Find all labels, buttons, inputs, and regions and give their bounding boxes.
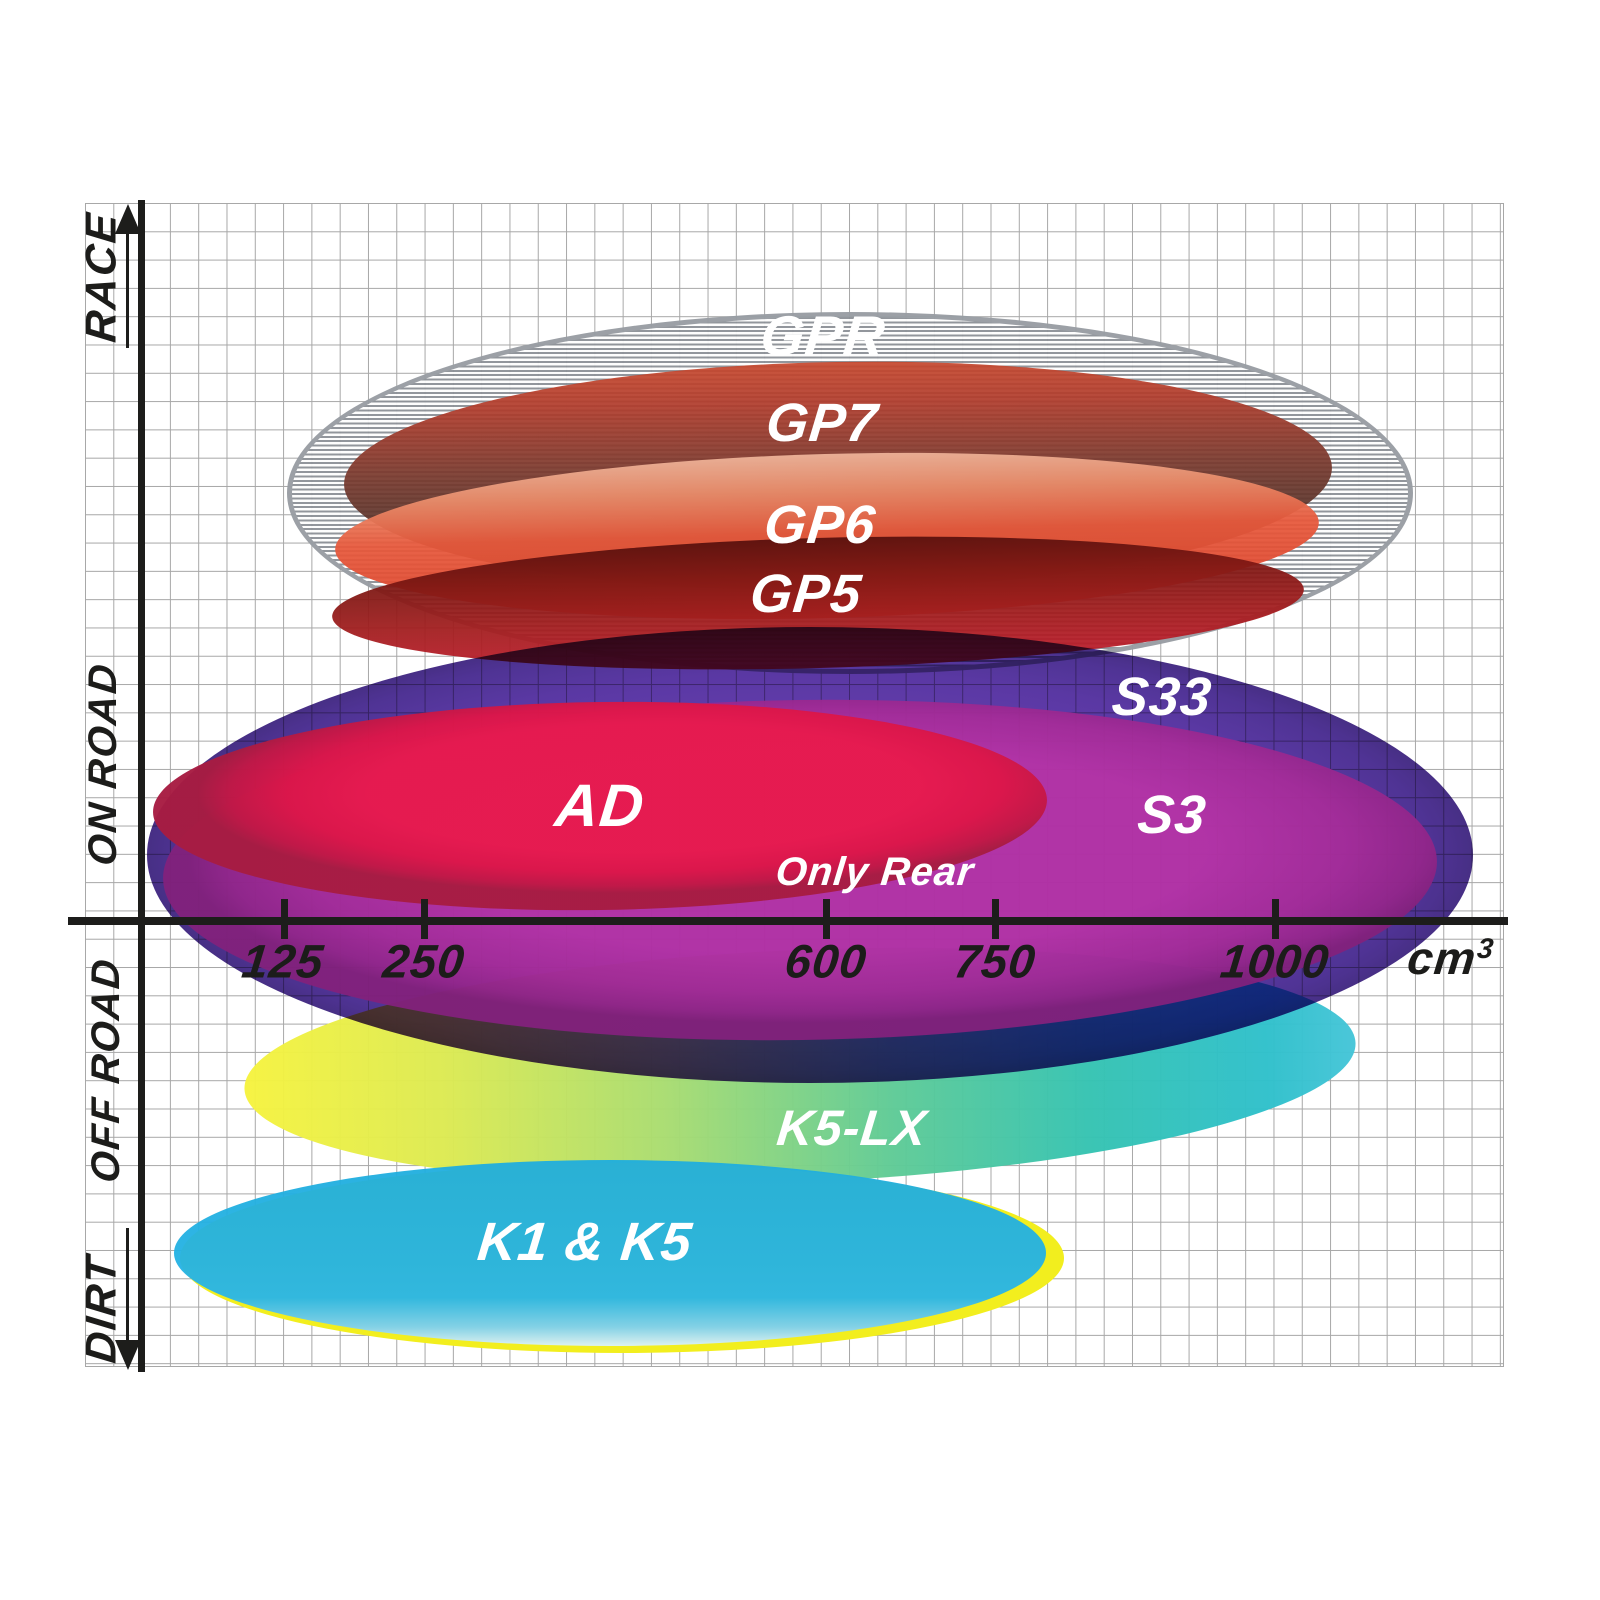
- x-axis-line: [68, 917, 1508, 925]
- gpr-label: GPR: [757, 304, 889, 367]
- x-tick: [421, 899, 428, 939]
- x-axis-unit: cm3: [1405, 932, 1495, 985]
- s3-label: S3: [1134, 785, 1210, 845]
- race-arrow-line: [126, 228, 129, 348]
- dirt-arrow-line: [126, 1228, 129, 1342]
- x-tick: [992, 899, 999, 939]
- gp7-label: GP7: [763, 393, 881, 453]
- x-axis-unit-text: cm: [1405, 932, 1480, 985]
- x-tick: [823, 899, 830, 939]
- s33-label: S33: [1109, 667, 1215, 727]
- race-arrow-head: [115, 204, 141, 234]
- x-tick-label: 600: [782, 934, 870, 988]
- k5lx-label: K5-LX: [774, 1100, 930, 1156]
- y-axis-line: [138, 200, 145, 1372]
- dirt-arrow-head: [115, 1340, 141, 1370]
- zone-label-on-road: ON ROAD: [81, 660, 125, 868]
- x-tick-label: 1000: [1217, 934, 1333, 988]
- zone-label-off-road: OFF ROAD: [84, 955, 128, 1185]
- gp5-label: GP5: [747, 564, 865, 624]
- only-rear-label: Only Rear: [773, 850, 977, 894]
- ad-label: AD: [552, 772, 648, 839]
- gp6-label: GP6: [761, 495, 879, 555]
- x-axis-unit-exponent: 3: [1475, 932, 1495, 965]
- x-tick-label: 750: [951, 934, 1039, 988]
- x-tick: [281, 899, 288, 939]
- x-tick-label: 125: [239, 934, 327, 988]
- x-tick-label: 250: [380, 934, 468, 988]
- k1k5-label: K1 & K5: [474, 1212, 696, 1272]
- k1k5-ellipse: [174, 1160, 1046, 1346]
- x-tick: [1272, 899, 1279, 939]
